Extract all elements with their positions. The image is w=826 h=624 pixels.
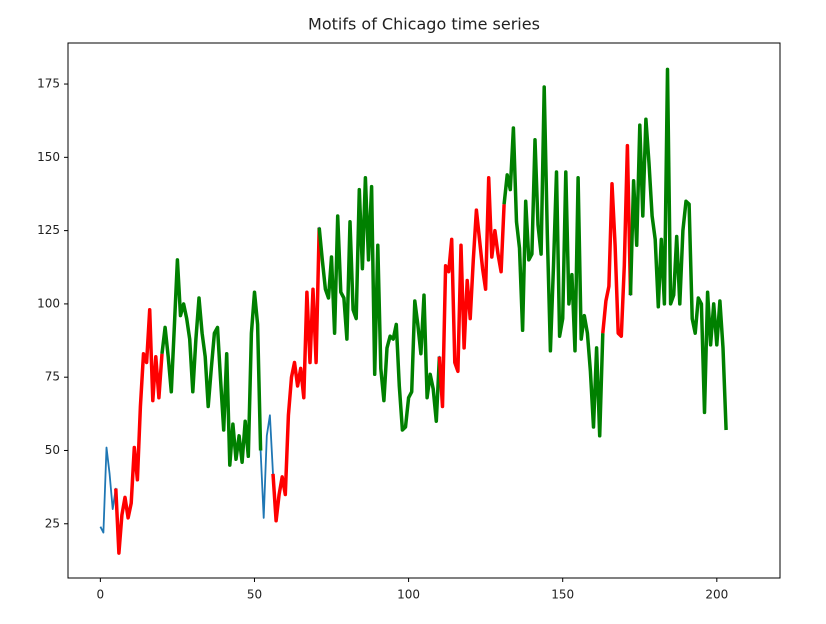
y-tick-label: 125 bbox=[37, 223, 60, 237]
y-tick-label: 50 bbox=[45, 443, 60, 457]
x-tick-label: 0 bbox=[97, 588, 105, 602]
x-tick-label: 100 bbox=[397, 588, 420, 602]
motif-line bbox=[160, 258, 263, 467]
motif-line bbox=[601, 143, 633, 338]
chart-title: Motifs of Chicago time series bbox=[308, 15, 540, 34]
plot-frame bbox=[67, 42, 781, 579]
motif-line bbox=[271, 227, 321, 523]
motif-line bbox=[502, 85, 605, 438]
y-tick-label: 75 bbox=[45, 370, 60, 384]
x-tick-label: 200 bbox=[705, 588, 728, 602]
motif-line bbox=[437, 176, 506, 409]
y-tick-label: 25 bbox=[45, 516, 60, 530]
motif-line bbox=[114, 308, 164, 555]
motif-line bbox=[628, 67, 728, 431]
y-tick-label: 100 bbox=[37, 296, 60, 310]
x-tick-label: 150 bbox=[551, 588, 574, 602]
x-tick-label: 50 bbox=[247, 588, 262, 602]
y-tick-label: 150 bbox=[37, 150, 60, 164]
motif-line bbox=[317, 176, 442, 432]
y-tick-label: 175 bbox=[37, 77, 60, 91]
